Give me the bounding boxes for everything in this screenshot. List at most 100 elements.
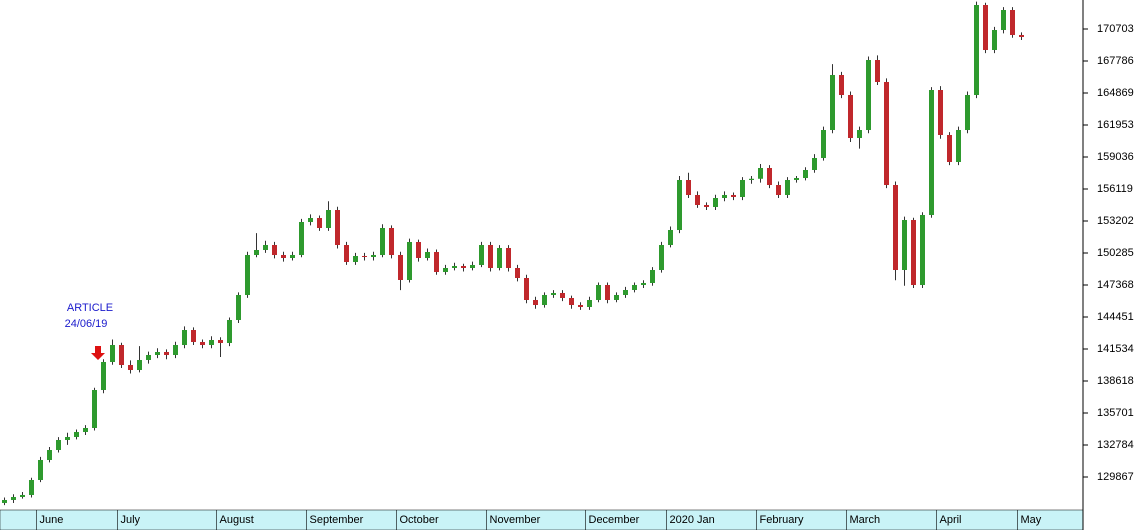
candle-body <box>317 218 322 228</box>
candle-body <box>101 361 106 391</box>
candle-body <box>524 278 529 300</box>
candle-body <box>911 219 916 285</box>
candle-body <box>236 294 241 320</box>
candle-body <box>398 254 403 280</box>
candle-body <box>704 205 709 207</box>
candle-body <box>587 299 592 307</box>
candle-body <box>227 319 232 343</box>
candle-body <box>29 479 34 495</box>
candle-body <box>821 130 826 159</box>
date-strip <box>0 509 1084 530</box>
y-tick-label: 159036 <box>1097 151 1134 163</box>
candle-body <box>416 241 421 259</box>
candle-body <box>983 5 988 51</box>
x-tick-label: August <box>220 514 254 526</box>
candle-body <box>470 264 475 268</box>
candle-body <box>389 227 394 255</box>
x-tick-label: November <box>490 514 541 526</box>
candle-body <box>434 251 439 272</box>
candle-body <box>542 294 547 305</box>
candle-body <box>776 185 781 195</box>
candle-body <box>839 74 844 95</box>
candle-body <box>65 437 70 440</box>
annotation: 24/06/19 <box>65 318 108 330</box>
y-tick-label: 167786 <box>1097 55 1134 67</box>
candle-body <box>452 265 457 268</box>
candle-body <box>848 94 853 139</box>
candle-body <box>812 158 817 171</box>
candle-body <box>344 245 349 262</box>
candle-body <box>749 178 754 180</box>
candle-body <box>56 439 61 451</box>
candle-body <box>596 284 601 300</box>
y-tick-label: 129867 <box>1097 471 1134 483</box>
candle-body <box>578 304 583 307</box>
candle-body <box>992 30 997 51</box>
candle-body <box>893 185 898 271</box>
candle-body <box>560 292 565 299</box>
candle-body <box>380 227 385 255</box>
y-tick-label: 164869 <box>1097 87 1134 99</box>
candle-body <box>425 251 430 259</box>
candle-body <box>245 254 250 295</box>
candle-body <box>92 390 97 428</box>
candle-body <box>272 245 277 255</box>
candle-body <box>254 250 259 255</box>
candle-body <box>146 354 151 360</box>
candle-body <box>794 178 799 180</box>
candle-body <box>605 284 610 300</box>
candle-body <box>974 5 979 95</box>
candle-body <box>875 59 880 82</box>
candle-body <box>758 167 763 179</box>
x-tick-label: February <box>760 514 805 526</box>
x-tick-label: 2020 Jan <box>670 514 715 526</box>
candle-body <box>353 255 358 262</box>
y-tick-label: 132784 <box>1097 439 1134 451</box>
candle-body <box>731 194 736 198</box>
candle-body <box>11 496 16 500</box>
candle-body <box>884 81 889 186</box>
candle-body <box>479 245 484 265</box>
candle-body <box>461 265 466 268</box>
candle-body <box>668 230 673 246</box>
candle-body <box>551 292 556 295</box>
candle-body <box>614 294 619 300</box>
x-tick-label: March <box>850 514 881 526</box>
x-tick-label: June <box>40 514 64 526</box>
candle-body <box>641 282 646 285</box>
candle-body <box>686 179 691 195</box>
candle-body <box>47 450 52 460</box>
x-tick-label: September <box>310 514 364 526</box>
candle-body <box>506 247 511 268</box>
y-tick-label: 161953 <box>1097 119 1134 131</box>
candle-body <box>263 245 268 251</box>
candle-body <box>785 179 790 195</box>
candle-body <box>155 351 160 355</box>
candle-body <box>182 330 187 345</box>
candle-body <box>956 130 961 162</box>
candle-body <box>920 214 925 285</box>
candle-body <box>83 427 88 432</box>
candle-body <box>137 359 142 371</box>
candle-body <box>902 219 907 271</box>
x-tick-label: July <box>121 514 141 526</box>
y-tick-label: 144451 <box>1097 311 1134 323</box>
y-tick-label: 150285 <box>1097 247 1134 259</box>
candle-body <box>173 344 178 355</box>
candle-body <box>200 341 205 345</box>
candle-body <box>929 90 934 215</box>
annotation: ARTICLE <box>67 302 113 314</box>
candle-body <box>515 267 520 279</box>
candle-body <box>371 254 376 258</box>
candle-body <box>623 290 628 295</box>
candle-body <box>164 351 169 355</box>
x-tick-label: April <box>940 514 962 526</box>
candle-body <box>407 241 412 280</box>
candle-body <box>722 194 727 199</box>
candle-body <box>866 59 871 131</box>
candle-body <box>2 499 7 503</box>
arrow <box>91 346 105 360</box>
candle-body <box>290 254 295 259</box>
y-tick-label: 141534 <box>1097 343 1134 355</box>
